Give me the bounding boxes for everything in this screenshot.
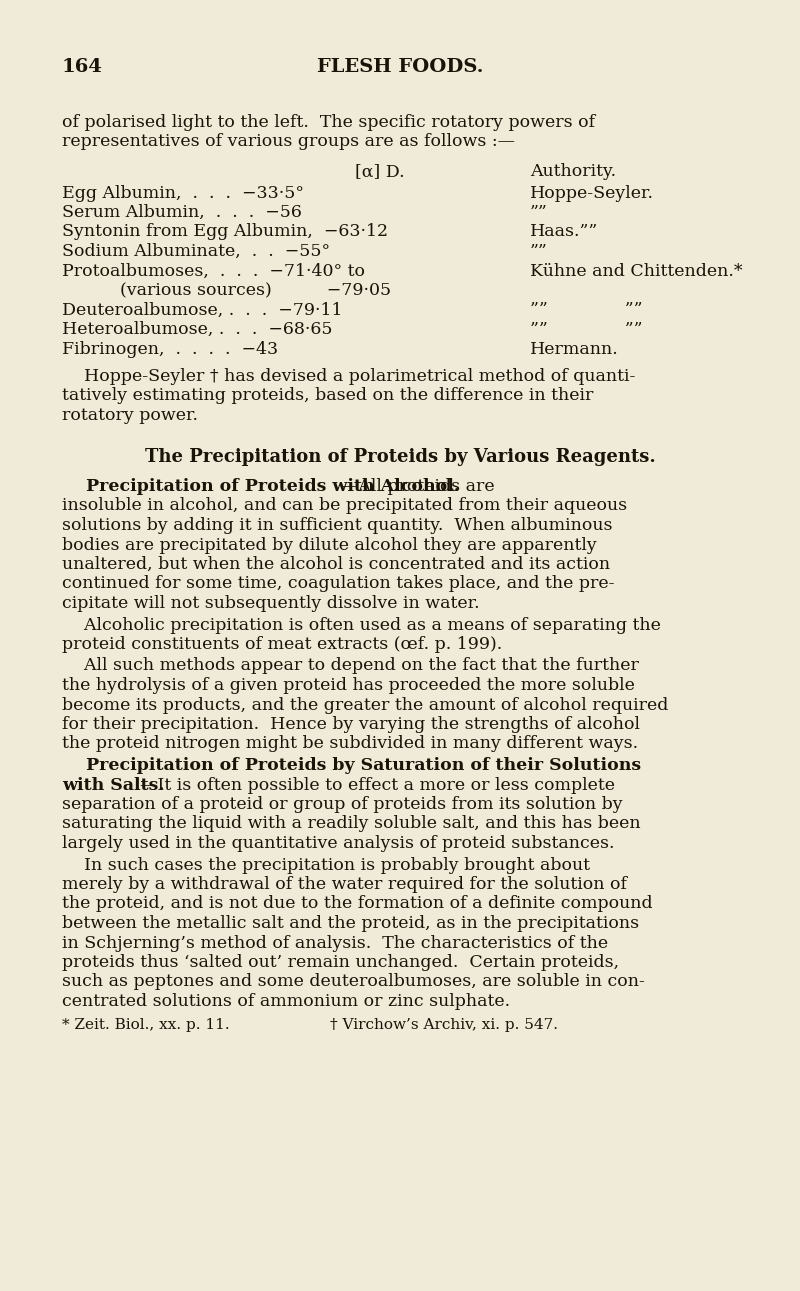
Text: Haas.””: Haas.”” xyxy=(530,223,598,240)
Text: The Precipitation of Proteids by Various Reagents.: The Precipitation of Proteids by Various… xyxy=(145,448,655,466)
Text: proteid constituents of meat extracts (œf. p. 199).: proteid constituents of meat extracts (œ… xyxy=(62,636,502,653)
Text: —It is often possible to effect a more or less complete: —It is often possible to effect a more o… xyxy=(139,776,614,794)
Text: become its products, and the greater the amount of alcohol required: become its products, and the greater the… xyxy=(62,697,668,714)
Text: the hydrolysis of a given proteid has proceeded the more soluble: the hydrolysis of a given proteid has pr… xyxy=(62,676,635,695)
Text: Hoppe-Seyler † has devised a polarimetrical method of quanti-: Hoppe-Seyler † has devised a polarimetri… xyxy=(62,368,635,385)
Text: Precipitation of Proteids with Alcohol.: Precipitation of Proteids with Alcohol. xyxy=(62,478,460,494)
Text: ””              ””: ”” ”” xyxy=(530,302,642,319)
Text: Serum Albumin,  .  .  .  −56: Serum Albumin, . . . −56 xyxy=(62,204,302,221)
Text: of polarised light to the left.  The specific rotatory powers of: of polarised light to the left. The spec… xyxy=(62,114,595,130)
Text: Sodium Albuminate,  .  .  −55°: Sodium Albuminate, . . −55° xyxy=(62,243,330,259)
Text: [α] D.: [α] D. xyxy=(355,163,405,179)
Text: Fibrinogen,  .  .  .  .  −43: Fibrinogen, . . . . −43 xyxy=(62,341,278,358)
Text: Deuteroalbumose, .  .  .  −79·11: Deuteroalbumose, . . . −79·11 xyxy=(62,302,342,319)
Text: bodies are precipitated by dilute alcohol they are apparently: bodies are precipitated by dilute alcoho… xyxy=(62,537,597,554)
Text: centrated solutions of ammonium or zinc sulphate.: centrated solutions of ammonium or zinc … xyxy=(62,993,510,1010)
Text: tatively estimating proteids, based on the difference in their: tatively estimating proteids, based on t… xyxy=(62,387,594,404)
Text: Alcoholic precipitation is often used as a means of separating the: Alcoholic precipitation is often used as… xyxy=(62,617,661,634)
Text: Kühne and Chittenden.*: Kühne and Chittenden.* xyxy=(530,262,742,279)
Text: rotatory power.: rotatory power. xyxy=(62,407,198,423)
Text: unaltered, but when the alcohol is concentrated and its action: unaltered, but when the alcohol is conce… xyxy=(62,556,610,573)
Text: FLESH FOODS.: FLESH FOODS. xyxy=(317,58,483,76)
Text: insoluble in alcohol, and can be precipitated from their aqueous: insoluble in alcohol, and can be precipi… xyxy=(62,497,627,515)
Text: proteids thus ‘salted out’ remain unchanged.  Certain proteids,: proteids thus ‘salted out’ remain unchan… xyxy=(62,954,619,971)
Text: † Virchow’s Archiv, xi. p. 547.: † Virchow’s Archiv, xi. p. 547. xyxy=(330,1019,558,1033)
Text: merely by a withdrawal of the water required for the solution of: merely by a withdrawal of the water requ… xyxy=(62,877,627,893)
Text: representatives of various groups are as follows :—: representatives of various groups are as… xyxy=(62,133,515,151)
Text: largely used in the quantitative analysis of proteid substances.: largely used in the quantitative analysi… xyxy=(62,835,614,852)
Text: (various sources)          −79·05: (various sources) −79·05 xyxy=(120,281,391,300)
Text: All such methods appear to depend on the fact that the further: All such methods appear to depend on the… xyxy=(62,657,639,674)
Text: such as peptones and some deuteroalbumoses, are soluble in con-: such as peptones and some deuteroalbumos… xyxy=(62,973,645,990)
Text: with Salts.: with Salts. xyxy=(62,776,164,794)
Text: Syntonin from Egg Albumin,  −63·12: Syntonin from Egg Albumin, −63·12 xyxy=(62,223,388,240)
Text: Hoppe-Seyler.: Hoppe-Seyler. xyxy=(530,185,654,201)
Text: between the metallic salt and the proteid, as in the precipitations: between the metallic salt and the protei… xyxy=(62,915,639,932)
Text: Precipitation of Proteids by Saturation of their Solutions: Precipitation of Proteids by Saturation … xyxy=(62,757,641,775)
Text: for their precipitation.  Hence by varying the strengths of alcohol: for their precipitation. Hence by varyin… xyxy=(62,717,640,733)
Text: cipitate will not subsequently dissolve in water.: cipitate will not subsequently dissolve … xyxy=(62,595,480,612)
Text: solutions by adding it in sufficient quantity.  When albuminous: solutions by adding it in sufficient qua… xyxy=(62,516,613,534)
Text: 164: 164 xyxy=(62,58,103,76)
Text: * Zeit. Biol., xx. p. 11.: * Zeit. Biol., xx. p. 11. xyxy=(62,1019,230,1033)
Text: ””: ”” xyxy=(530,204,548,221)
Text: Hermann.: Hermann. xyxy=(530,341,618,358)
Text: In such cases the precipitation is probably brought about: In such cases the precipitation is proba… xyxy=(62,856,590,874)
Text: ””              ””: ”” ”” xyxy=(530,321,642,338)
Text: saturating the liquid with a readily soluble salt, and this has been: saturating the liquid with a readily sol… xyxy=(62,816,641,833)
Text: Egg Albumin,  .  .  .  −33·5°: Egg Albumin, . . . −33·5° xyxy=(62,185,304,201)
Text: in Schjerning’s method of analysis.  The characteristics of the: in Schjerning’s method of analysis. The … xyxy=(62,935,608,951)
Text: separation of a proteid or group of proteids from its solution by: separation of a proteid or group of prot… xyxy=(62,797,622,813)
Text: continued for some time, coagulation takes place, and the pre-: continued for some time, coagulation tak… xyxy=(62,576,614,593)
Text: Authority.: Authority. xyxy=(530,163,616,179)
Text: Heteroalbumose, .  .  .  −68·65: Heteroalbumose, . . . −68·65 xyxy=(62,321,333,338)
Text: the proteid nitrogen might be subdivided in many different ways.: the proteid nitrogen might be subdivided… xyxy=(62,736,638,753)
Text: Protoalbumoses,  .  .  .  −71·40° to: Protoalbumoses, . . . −71·40° to xyxy=(62,262,365,279)
Text: —All proteids are: —All proteids are xyxy=(341,478,494,494)
Text: the proteid, and is not due to the formation of a definite compound: the proteid, and is not due to the forma… xyxy=(62,896,653,913)
Text: ””: ”” xyxy=(530,243,548,259)
